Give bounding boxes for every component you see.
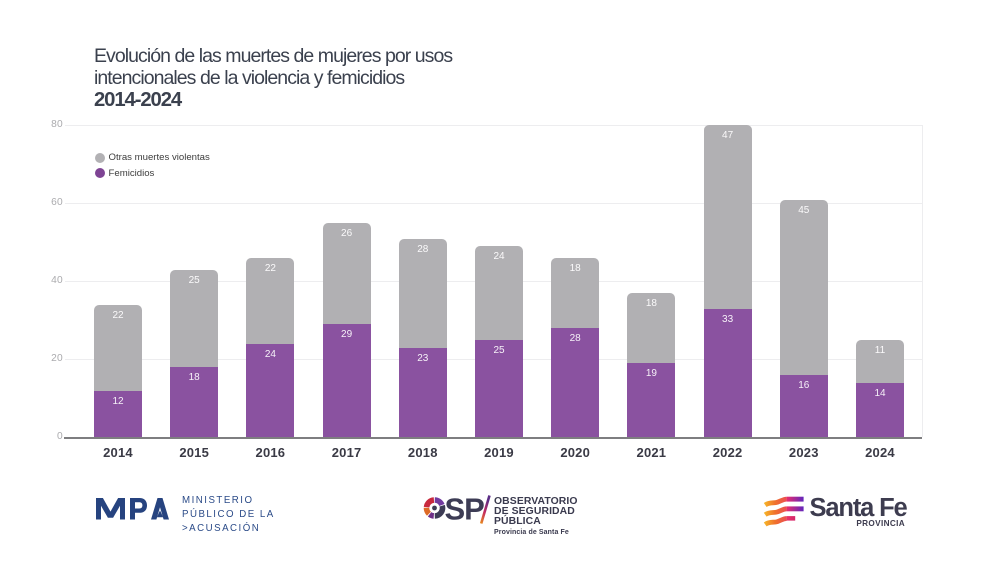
svg-text:PROVINCIA: PROVINCIA [856, 519, 905, 528]
svg-text:SP: SP [445, 492, 485, 527]
svg-text:Santa Fe: Santa Fe [810, 494, 908, 522]
